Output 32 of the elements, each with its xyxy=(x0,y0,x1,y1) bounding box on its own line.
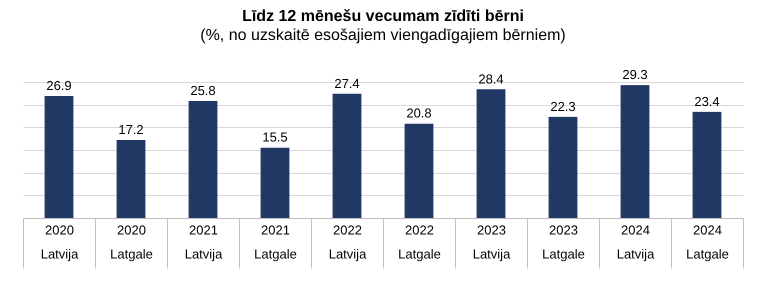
bar xyxy=(116,140,146,218)
data-label: 17.2 xyxy=(118,122,144,138)
bar xyxy=(548,116,578,218)
x-tick-label: 2023 Latgale xyxy=(542,222,585,262)
data-label: 20.8 xyxy=(406,106,432,121)
data-label: 26.9 xyxy=(46,78,72,94)
data-label: 28.4 xyxy=(478,71,504,86)
x-tick-label: 2022 Latvija xyxy=(328,222,368,262)
x-tick-label: 2024 Latgale xyxy=(686,222,729,262)
data-label: 15.5 xyxy=(262,130,288,145)
x-tick-label: 2023 Latvija xyxy=(472,222,512,262)
data-label: 25.8 xyxy=(190,83,216,98)
x-tick-label: 2024 Latvija xyxy=(616,222,656,262)
bar xyxy=(44,96,74,218)
chart-title: Līdz 12 mēnešu vecumam zīdīti bērni xyxy=(242,8,524,26)
chart-subtitle: (%, no uzskaitē esošajiem viengadīgajiem bērniem) xyxy=(200,27,566,44)
x-tick-label: 2020 Latvija xyxy=(40,222,80,262)
bar xyxy=(620,85,650,218)
bar xyxy=(260,148,290,218)
bar xyxy=(332,94,362,218)
bar xyxy=(692,112,722,218)
data-label: 27.4 xyxy=(334,76,360,91)
bar xyxy=(188,101,218,218)
bar xyxy=(404,124,434,218)
data-label: 22.3 xyxy=(550,98,576,114)
bar xyxy=(476,89,506,218)
data-label: 29.3 xyxy=(622,67,648,82)
data-label: 23.4 xyxy=(694,94,720,109)
x-tick-label: 2021 Latgale xyxy=(254,222,297,262)
x-tick-label: 2022 Latgale xyxy=(398,222,441,262)
x-tick-label: 2021 Latvija xyxy=(184,222,224,262)
x-tick-label: 2020 Latgale xyxy=(110,222,153,262)
